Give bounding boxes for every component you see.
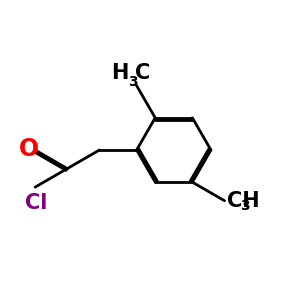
Text: CH: CH — [227, 191, 260, 211]
Text: H: H — [111, 63, 128, 83]
Text: 3: 3 — [240, 199, 250, 213]
Text: Cl: Cl — [26, 193, 48, 212]
Text: C: C — [135, 63, 150, 83]
Text: O: O — [19, 136, 39, 160]
Text: 3: 3 — [128, 75, 138, 88]
